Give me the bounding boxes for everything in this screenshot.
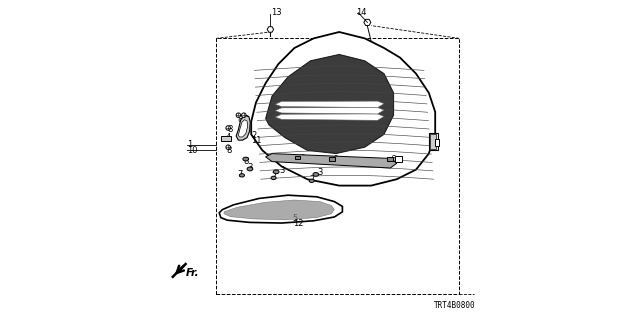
Ellipse shape: [313, 172, 319, 176]
Polygon shape: [275, 108, 384, 114]
Polygon shape: [364, 19, 371, 26]
Text: 6: 6: [390, 156, 396, 164]
Text: 13: 13: [271, 8, 282, 17]
Text: 14: 14: [356, 8, 367, 17]
Text: 8: 8: [244, 157, 249, 166]
Text: 7: 7: [310, 175, 315, 184]
Polygon shape: [219, 195, 342, 223]
Bar: [429, 133, 438, 150]
Bar: [396, 156, 402, 162]
Polygon shape: [266, 154, 397, 168]
Text: 8: 8: [227, 125, 232, 134]
Bar: [435, 139, 439, 146]
Text: 10: 10: [187, 146, 198, 155]
Ellipse shape: [239, 174, 244, 177]
Ellipse shape: [247, 167, 253, 171]
Text: 8: 8: [238, 115, 243, 124]
Circle shape: [226, 145, 230, 149]
Ellipse shape: [309, 179, 314, 182]
Text: Fr.: Fr.: [186, 268, 200, 278]
Polygon shape: [275, 101, 384, 108]
Circle shape: [242, 113, 246, 117]
Text: 6: 6: [333, 156, 338, 164]
Polygon shape: [224, 200, 334, 220]
Circle shape: [226, 126, 230, 130]
Polygon shape: [268, 27, 274, 32]
Text: TRT4B0800: TRT4B0800: [433, 301, 475, 310]
Text: 3: 3: [248, 163, 253, 172]
Text: 8: 8: [227, 146, 232, 155]
Bar: [329, 157, 335, 161]
Ellipse shape: [273, 170, 279, 174]
Text: 1: 1: [187, 140, 193, 149]
Text: 3: 3: [317, 168, 322, 177]
Polygon shape: [239, 120, 248, 137]
Ellipse shape: [271, 176, 276, 180]
Text: 6: 6: [299, 154, 304, 163]
Text: 12: 12: [292, 220, 303, 228]
Ellipse shape: [243, 157, 248, 161]
Polygon shape: [266, 54, 394, 154]
Bar: [221, 136, 231, 141]
Text: 4: 4: [226, 133, 231, 142]
Text: 11: 11: [251, 136, 262, 145]
Polygon shape: [236, 115, 250, 140]
Text: 5: 5: [292, 214, 298, 223]
Bar: [387, 157, 393, 161]
Polygon shape: [251, 32, 435, 186]
Bar: [295, 156, 301, 159]
Polygon shape: [275, 114, 384, 120]
Bar: [430, 134, 436, 149]
Text: 3: 3: [280, 166, 285, 175]
Circle shape: [236, 113, 241, 117]
Text: 7: 7: [237, 170, 243, 179]
Text: 7: 7: [271, 172, 276, 181]
Text: 8: 8: [244, 115, 249, 124]
Text: 2: 2: [251, 131, 257, 140]
